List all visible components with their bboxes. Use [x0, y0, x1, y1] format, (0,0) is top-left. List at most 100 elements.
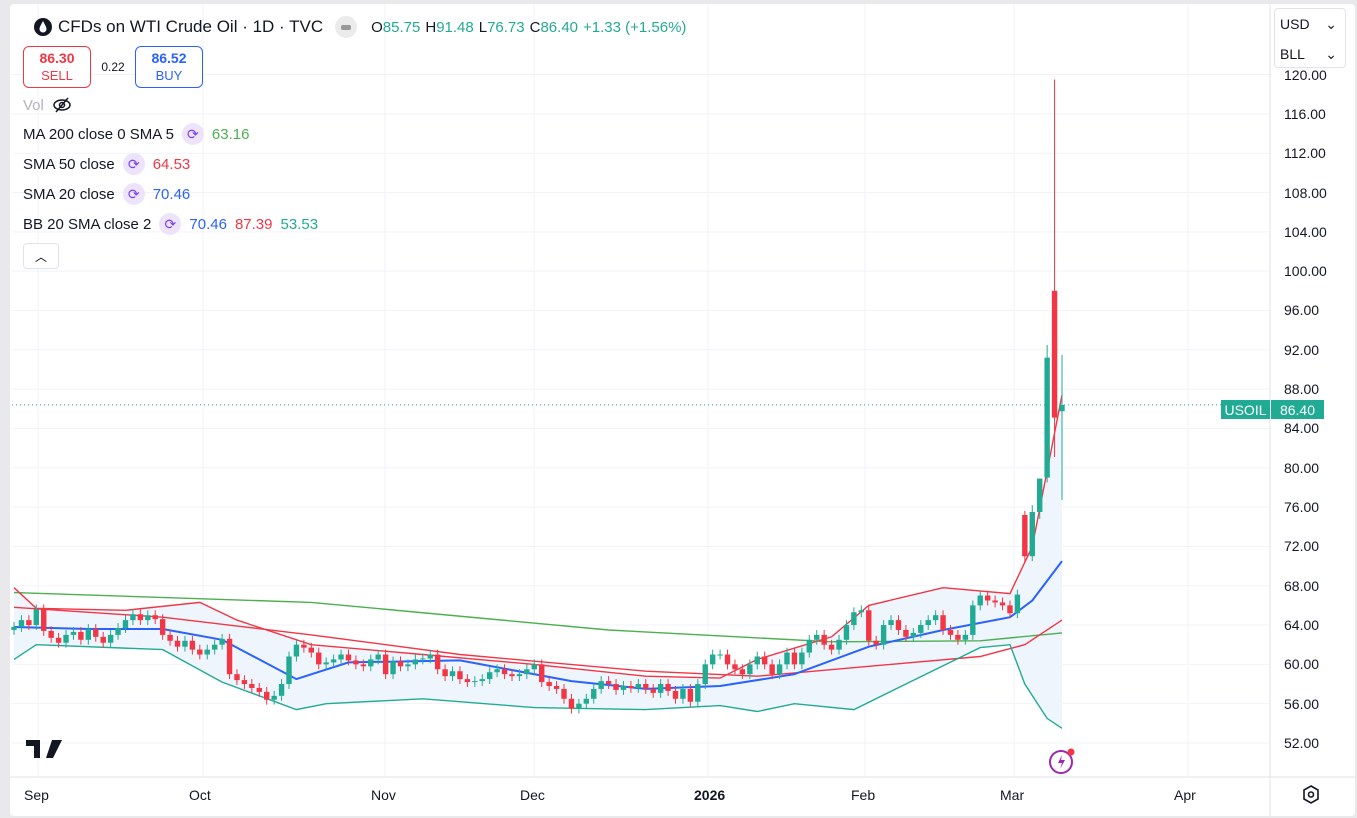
candle: [754, 656, 760, 665]
currency-value: USD: [1280, 16, 1310, 32]
candle: [761, 656, 768, 665]
refresh-icon[interactable]: ⟳: [122, 183, 145, 205]
price-tick-label: 60.00: [1284, 656, 1320, 673]
candle: [650, 688, 656, 693]
candle: [643, 684, 649, 689]
refresh-icon[interactable]: ⟳: [122, 153, 145, 175]
candle: [739, 669, 746, 675]
candle: [665, 684, 671, 691]
unit-value: BLL: [1280, 46, 1305, 62]
candle: [918, 625, 924, 633]
candle: [628, 685, 634, 688]
series-bb-lower: [13, 643, 1063, 729]
candle: [724, 654, 731, 665]
eye-hidden-icon[interactable]: [52, 96, 72, 114]
settings-icon[interactable]: [1301, 784, 1321, 806]
market-status-icon[interactable]: [335, 16, 358, 38]
candle: [776, 664, 783, 675]
ohlc-values: O85.75 H91.48 L76.73 C86.40 +1.33 (+1.56…: [371, 19, 686, 36]
currency-select[interactable]: USD ⌄: [1275, 9, 1345, 39]
price-tick-label: 56.00: [1284, 695, 1320, 712]
sell-button[interactable]: 86.30 SELL: [23, 46, 91, 88]
legend-ma200[interactable]: MA 200 close 0 SMA 5 ⟳ 63.16: [23, 123, 249, 145]
candle: [680, 688, 686, 699]
candle: [137, 614, 144, 621]
bb-lower-value: 53.53: [280, 215, 319, 233]
candle: [843, 625, 850, 640]
candle: [635, 684, 642, 688]
candle: [895, 620, 902, 630]
candle: [910, 632, 917, 637]
candle: [353, 660, 359, 665]
candle: [888, 620, 894, 626]
candle: [301, 644, 307, 648]
candle: [122, 620, 129, 628]
lightning-alert-icon[interactable]: [1048, 745, 1078, 775]
price-tick-label: 108.00: [1284, 184, 1327, 201]
symbol-title[interactable]: CFDs on WTI Crude Oil · 1D · TVC: [58, 17, 324, 36]
candle: [1051, 290, 1058, 418]
buy-button[interactable]: 86.52 BUY: [135, 46, 203, 88]
price-tick-label: 76.00: [1284, 499, 1320, 516]
candle: [226, 638, 233, 675]
candle: [204, 649, 210, 655]
candle: [219, 638, 225, 645]
collapse-legend-button[interactable]: ︿: [23, 243, 59, 269]
refresh-icon[interactable]: ⟳: [159, 213, 182, 235]
candle: [1022, 514, 1028, 557]
candle: [293, 644, 300, 657]
candle: [264, 691, 270, 700]
price-tick-label: 116.00: [1284, 105, 1326, 122]
candle: [234, 674, 240, 681]
legend-bb[interactable]: BB 20 SMA close 2 ⟳ 70.46 87.39 53.53: [23, 213, 318, 235]
candle: [672, 690, 679, 699]
price-tick-label: 104.00: [1284, 223, 1327, 240]
candle: [1059, 404, 1065, 412]
candle: [330, 659, 337, 663]
candle: [576, 703, 582, 709]
bb-upper-value: 87.39: [234, 215, 273, 233]
candle: [382, 654, 389, 675]
candle: [360, 664, 367, 667]
tradingview-logo[interactable]: [26, 740, 66, 760]
candle: [115, 627, 121, 635]
candle: [828, 644, 835, 650]
candle: [984, 595, 991, 601]
candle: [999, 602, 1006, 606]
sma20-label: SMA 20 close: [23, 185, 115, 203]
candle: [174, 640, 181, 647]
candle: [784, 652, 790, 665]
open-label: O: [371, 18, 383, 36]
sma50-value: 64.53: [152, 155, 191, 173]
candle: [55, 637, 62, 643]
candle: [687, 688, 694, 702]
legend-sma20[interactable]: SMA 20 close ⟳ 70.46: [23, 183, 190, 205]
candle: [583, 698, 590, 704]
buy-price: 86.52: [151, 50, 187, 66]
price-tick-label: 100.00: [1284, 263, 1327, 280]
candle: [539, 664, 545, 683]
candle: [427, 654, 433, 659]
price-tick-label: 96.00: [1284, 302, 1320, 319]
legend-sma50[interactable]: SMA 50 close ⟳ 64.53: [23, 153, 190, 175]
refresh-icon[interactable]: ⟳: [181, 123, 204, 145]
legend-vol[interactable]: Vol: [23, 96, 72, 114]
candle: [613, 684, 619, 690]
candle: [1029, 511, 1035, 557]
candle: [873, 640, 879, 645]
price-tick-label: 120.00: [1284, 66, 1327, 83]
candle: [479, 679, 485, 682]
candle: [1044, 357, 1050, 478]
candle: [472, 681, 478, 683]
candle: [316, 652, 322, 665]
sma50-label: SMA 50 close: [23, 155, 115, 173]
candle: [970, 605, 976, 635]
unit-select[interactable]: BLL ⌄: [1275, 39, 1345, 69]
close-label: C: [529, 18, 541, 36]
candle: [620, 685, 627, 690]
candle: [962, 634, 969, 640]
candle: [717, 654, 723, 656]
ma200-value: 63.16: [211, 125, 250, 143]
price-chart[interactable]: [10, 4, 1355, 816]
price-tick-label: 52.00: [1284, 735, 1320, 751]
